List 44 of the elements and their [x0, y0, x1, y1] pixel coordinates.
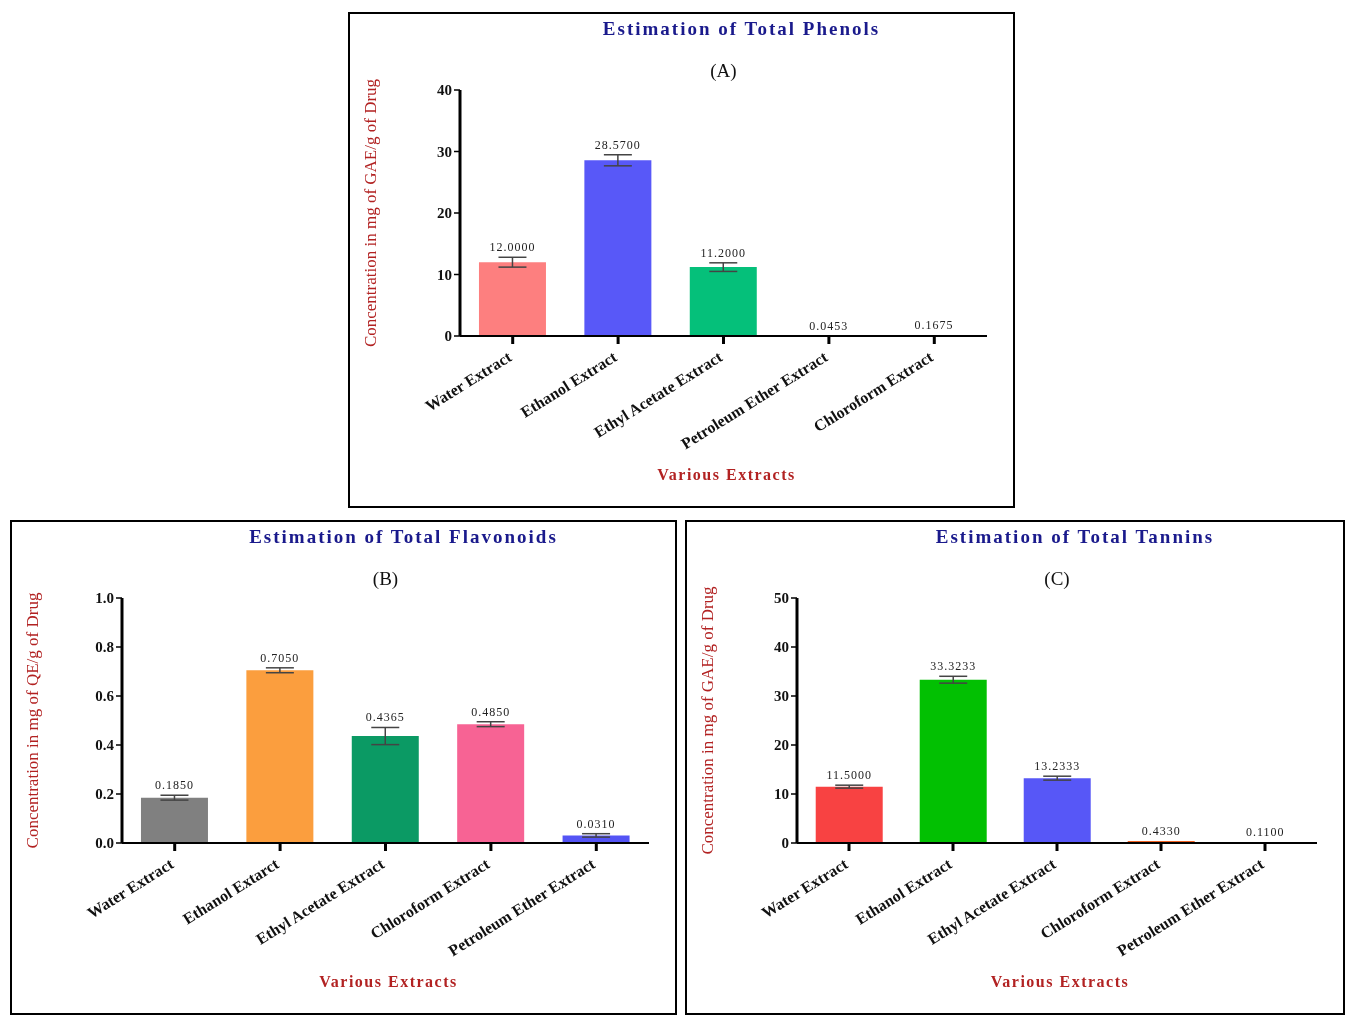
data-label: 0.4850	[471, 704, 511, 719]
y-tick-label: 0.0	[95, 835, 114, 852]
data-label: 0.1675	[914, 317, 954, 332]
y-tick-label: 0.4	[95, 737, 115, 754]
y-tick-label: 10	[437, 266, 452, 283]
y-tick-label: 0	[444, 328, 452, 345]
y-tick-label: 40	[774, 639, 789, 656]
chart-title: Estimation of Total Tannins	[934, 526, 1216, 548]
y-axis-title: Concentration in mg of GAE/g of Drug	[698, 585, 718, 855]
y-tick-label: 40	[437, 82, 452, 99]
x-axis-title: Various Extracts	[656, 466, 797, 484]
data-label: 0.0310	[576, 816, 616, 831]
y-tick-label: 1.0	[95, 590, 114, 607]
data-label: 0.1100	[1245, 825, 1285, 840]
data-label: 28.5700	[594, 137, 641, 152]
y-tick-label: 0	[781, 835, 789, 852]
data-label: 11.5000	[826, 768, 872, 783]
y-tick-label: 20	[437, 205, 452, 222]
text: (C)	[1044, 568, 1070, 589]
data-label: 13.2333	[1034, 759, 1081, 774]
y-tick-label: 30	[774, 688, 789, 705]
y-tick-label: 0.2	[95, 786, 114, 803]
y-tick-label: 30	[437, 143, 452, 160]
data-label: 12.0000	[489, 240, 536, 255]
data-label: 11.2000	[700, 245, 747, 260]
text: (B)	[371, 568, 400, 590]
x-axis-title: Various Extracts	[989, 973, 1131, 991]
y-tick-label: 0.8	[95, 639, 114, 656]
data-label: 33.3233	[930, 659, 977, 674]
text: (A)	[710, 60, 737, 81]
y-tick-label: 50	[774, 590, 789, 607]
chart-title: Estimation of Total Phenols	[601, 18, 882, 40]
data-label: 0.1850	[154, 778, 194, 793]
data-label: 0.4330	[1141, 823, 1181, 838]
chart-title: Estimation of Total Flavonoids	[248, 526, 559, 548]
y-tick-label: 20	[774, 737, 789, 754]
y-axis-title: Concentration in mg of GAE/g of Drug	[361, 78, 381, 348]
y-tick-label: 0.6	[95, 688, 115, 705]
data-label: 0.0453	[809, 318, 849, 333]
data-label: 0.7050	[260, 650, 300, 665]
data-label: 0.4365	[365, 710, 405, 725]
y-axis-title: Concentration in mg of QE/g of Drug	[23, 592, 43, 849]
y-tick-label: 10	[774, 786, 789, 803]
x-axis-title: Various Extracts	[318, 973, 459, 991]
